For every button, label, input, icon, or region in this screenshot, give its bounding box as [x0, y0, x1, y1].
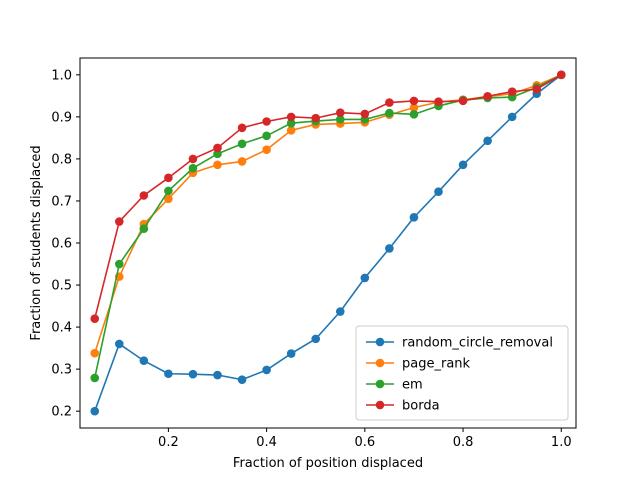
- legend-item: borda: [366, 399, 440, 414]
- data-point: [188, 154, 198, 164]
- data-point: [286, 126, 296, 135]
- data-point: [286, 349, 296, 358]
- data-point: [311, 334, 321, 344]
- data-point: [90, 373, 100, 383]
- legend-marker: [375, 400, 385, 410]
- data-point: [458, 160, 468, 170]
- y-tick-label: 0.9: [51, 110, 72, 125]
- data-point: [286, 118, 296, 128]
- data-point: [237, 123, 247, 133]
- data-point: [237, 375, 247, 384]
- legend-label: borda: [402, 399, 440, 414]
- data-point: [311, 113, 321, 123]
- series-borda: [90, 70, 566, 323]
- data-point: [507, 112, 517, 122]
- data-point: [434, 187, 443, 197]
- data-point: [90, 314, 100, 323]
- data-point: [335, 108, 345, 117]
- data-point: [409, 110, 419, 119]
- data-point: [114, 339, 124, 349]
- data-point: [90, 348, 100, 358]
- legend-item: random_circle_removal: [366, 336, 553, 351]
- data-point: [213, 160, 222, 170]
- legend-item: em: [366, 378, 423, 393]
- y-tick-label: 1.0: [51, 68, 72, 83]
- data-point: [237, 139, 247, 149]
- data-point: [507, 87, 517, 96]
- legend-item: page_rank: [366, 357, 471, 372]
- x-tick-label: 0.2: [158, 435, 179, 450]
- data-point: [164, 194, 173, 204]
- data-point: [385, 244, 394, 253]
- data-point: [188, 163, 198, 173]
- y-tick-label: 0.2: [51, 405, 72, 420]
- data-point: [409, 213, 419, 222]
- data-point: [385, 98, 394, 107]
- data-point: [114, 259, 124, 269]
- data-point: [164, 369, 173, 379]
- series-em: [90, 70, 566, 383]
- data-point: [90, 406, 100, 416]
- x-tick-label: 1.0: [551, 435, 572, 450]
- data-point: [335, 115, 345, 124]
- data-point: [213, 370, 222, 380]
- data-point: [139, 191, 149, 200]
- data-point: [237, 157, 247, 166]
- data-point: [434, 97, 443, 107]
- data-point: [213, 143, 222, 153]
- y-axis-ticks: 0.2 0.3 0.4 0.5 0.6 0.7 0.8 0.9 1.0: [51, 68, 80, 420]
- y-axis-label: Fraction of students displaced: [29, 145, 44, 340]
- data-point: [164, 173, 173, 183]
- y-tick-label: 0.4: [51, 321, 72, 336]
- data-point: [556, 70, 566, 80]
- legend-marker: [375, 379, 385, 389]
- legend-marker: [375, 337, 385, 347]
- data-point: [385, 108, 394, 118]
- y-tick-label: 0.3: [51, 363, 72, 378]
- data-point: [409, 96, 419, 106]
- data-point: [335, 307, 345, 316]
- y-tick-label: 0.6: [51, 237, 72, 252]
- series-random-circle-removal: [90, 70, 566, 416]
- data-point: [483, 136, 492, 146]
- y-tick-label: 0.5: [51, 279, 72, 294]
- data-point: [114, 217, 124, 226]
- data-point: [213, 149, 222, 159]
- x-axis-label: Fraction of position displaced: [233, 456, 423, 471]
- legend-label: page_rank: [402, 357, 471, 372]
- data-point: [360, 273, 370, 283]
- x-tick-label: 0.4: [256, 435, 277, 450]
- data-point: [409, 103, 419, 112]
- legend-label: em: [402, 378, 423, 393]
- legend-box: [355, 325, 569, 421]
- data-point: [286, 112, 296, 122]
- x-tick-label: 0.8: [453, 435, 474, 450]
- data-point: [532, 84, 542, 94]
- data-point: [262, 131, 271, 141]
- data-point: [483, 91, 492, 101]
- x-tick-label: 0.6: [354, 435, 375, 450]
- data-point: [139, 224, 149, 234]
- data-point: [188, 369, 198, 379]
- data-point: [262, 117, 271, 126]
- series-layer: [90, 70, 566, 416]
- legend-label: random_circle_removal: [402, 336, 553, 351]
- y-tick-label: 0.7: [51, 194, 72, 209]
- data-point: [458, 96, 468, 106]
- data-point: [262, 365, 271, 375]
- x-axis-ticks: 0.2 0.4 0.6 0.8 1.0: [158, 428, 572, 450]
- data-point: [360, 109, 370, 119]
- data-point: [139, 356, 149, 366]
- legend-marker: [375, 358, 385, 368]
- data-point: [262, 145, 271, 154]
- data-point: [164, 186, 173, 196]
- y-tick-label: 0.8: [51, 152, 72, 167]
